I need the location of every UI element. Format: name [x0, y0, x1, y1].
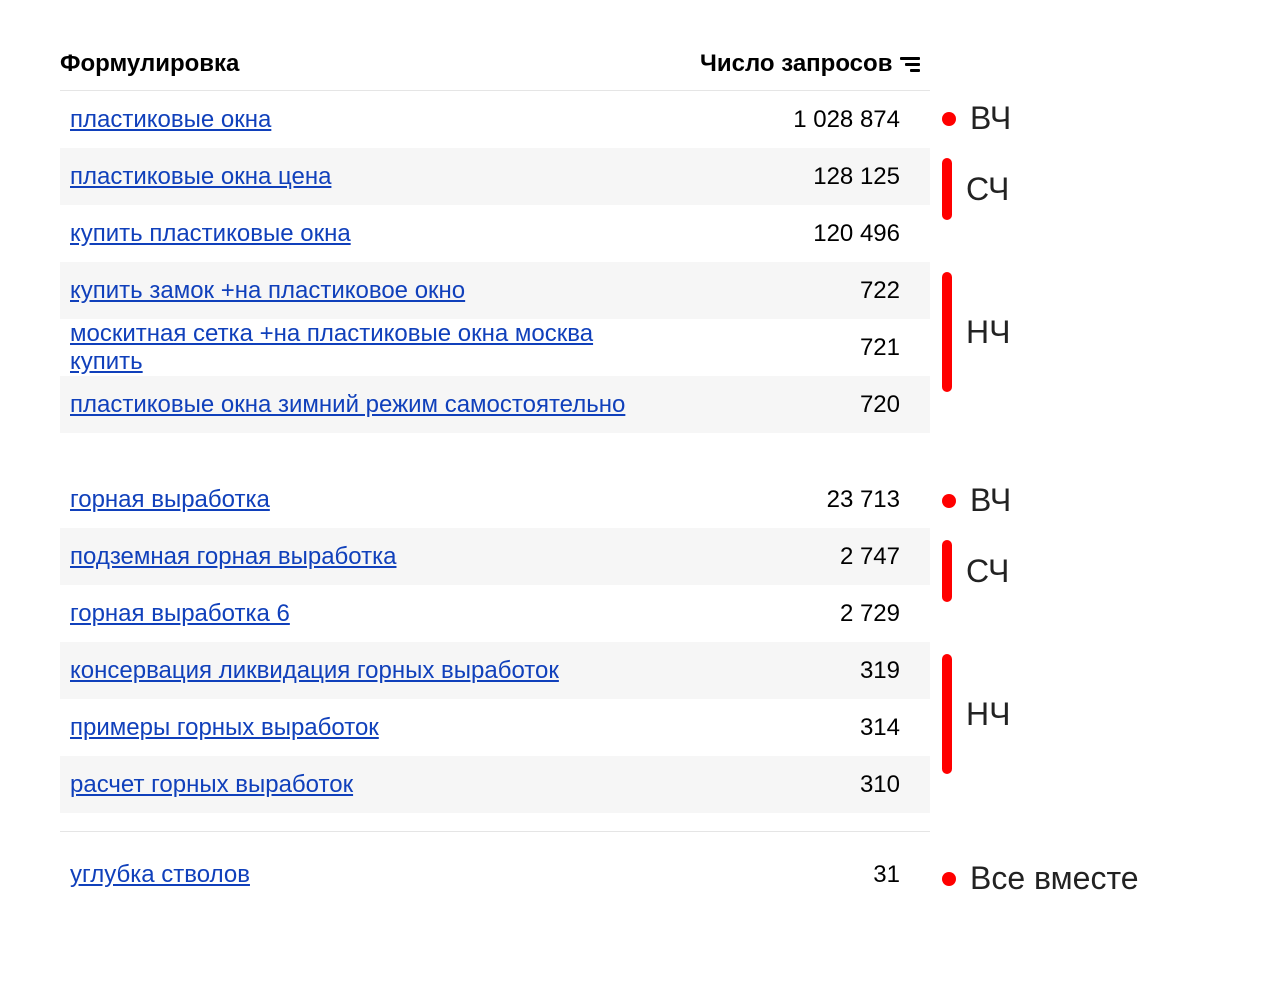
- query-link[interactable]: пластиковые окна: [70, 106, 271, 133]
- count-cell: 2 729: [670, 600, 930, 628]
- query-cell: расчет горных выработок: [60, 771, 670, 799]
- count-cell: 23 713: [670, 486, 930, 514]
- frequency-annotation: ВЧ: [942, 100, 1011, 137]
- count-cell: 319: [670, 657, 930, 685]
- count-cell: 314: [670, 714, 930, 742]
- query-link[interactable]: горная выработка: [70, 486, 270, 513]
- table-row: консервация ликвидация горных выработок 3…: [60, 642, 930, 699]
- frequency-annotation: Все вместе: [942, 860, 1139, 897]
- annotation-label: НЧ: [966, 696, 1010, 733]
- table-wrapper: Формулировка Число запросов пластиковые …: [60, 50, 1226, 903]
- query-cell: подземная горная выработка: [60, 543, 670, 571]
- query-cell: москитная сетка +на пластиковые окна мос…: [60, 320, 670, 376]
- table-row: горная выработка 6 2 729: [60, 585, 930, 642]
- table-body: пластиковые окна1 028 874пластиковые окн…: [60, 91, 930, 903]
- frequency-annotation: СЧ: [942, 158, 1009, 220]
- header-count[interactable]: Число запросов: [670, 50, 930, 78]
- count-cell: 120 496: [670, 220, 930, 248]
- count-cell: 310: [670, 771, 930, 799]
- table-row: пластиковые окна зимний режим самостояте…: [60, 376, 930, 433]
- query-link[interactable]: расчет горных выработок: [70, 771, 353, 798]
- annotation-label: Все вместе: [970, 860, 1139, 897]
- group-gap: [60, 433, 930, 471]
- frequency-annotation: СЧ: [942, 540, 1009, 602]
- query-cell: горная выработка: [60, 486, 670, 514]
- query-link[interactable]: пластиковые окна цена: [70, 163, 331, 190]
- table-row: подземная горная выработка 2 747: [60, 528, 930, 585]
- annotation-label: ВЧ: [970, 482, 1011, 519]
- count-cell: 2 747: [670, 543, 930, 571]
- annotation-label: НЧ: [966, 314, 1010, 351]
- table-row: примеры горных выработок 314: [60, 699, 930, 756]
- marker-bar-icon: [942, 272, 952, 392]
- query-link[interactable]: подземная горная выработка: [70, 543, 396, 570]
- query-cell: пластиковые окна цена: [60, 163, 670, 191]
- query-link[interactable]: углубка стволов: [70, 861, 250, 888]
- annotation-label: СЧ: [966, 171, 1009, 208]
- table-row: пластиковые окна 1 028 874: [60, 91, 930, 148]
- count-cell: 31: [670, 861, 930, 889]
- marker-dot-icon: [942, 112, 956, 126]
- annotation-label: СЧ: [966, 553, 1009, 590]
- query-link[interactable]: пластиковые окна зимний режим самостояте…: [70, 391, 625, 418]
- count-cell: 722: [670, 277, 930, 305]
- sort-desc-icon: [900, 57, 920, 72]
- query-link[interactable]: купить пластиковые окна: [70, 220, 351, 247]
- query-table: Формулировка Число запросов пластиковые …: [60, 50, 930, 903]
- query-link[interactable]: горная выработка 6: [70, 600, 290, 627]
- table-row: пластиковые окна цена 128 125: [60, 148, 930, 205]
- count-cell: 1 028 874: [670, 106, 930, 134]
- query-cell: пластиковые окна зимний режим самостояте…: [60, 391, 670, 419]
- count-cell: 720: [670, 391, 930, 419]
- query-link[interactable]: москитная сетка +на пластиковые окна мос…: [70, 320, 593, 375]
- query-link[interactable]: купить замок +на пластиковое окно: [70, 277, 465, 304]
- marker-bar-icon: [942, 158, 952, 220]
- table-row: купить замок +на пластиковое окно 722: [60, 262, 930, 319]
- query-cell: купить замок +на пластиковое окно: [60, 277, 670, 305]
- table-row: купить пластиковые окна 120 496: [60, 205, 930, 262]
- query-cell: углубка стволов: [60, 861, 670, 889]
- query-cell: пластиковые окна: [60, 106, 670, 134]
- count-cell: 128 125: [670, 163, 930, 191]
- table-row: расчет горных выработок 310: [60, 756, 930, 813]
- table-row: углубка стволов 31: [60, 846, 930, 903]
- frequency-annotation: НЧ: [942, 654, 1010, 774]
- header-count-label: Число запросов: [700, 50, 892, 78]
- section-divider: [60, 831, 930, 846]
- frequency-annotation: НЧ: [942, 272, 1010, 392]
- frequency-annotation: ВЧ: [942, 482, 1011, 519]
- query-cell: купить пластиковые окна: [60, 220, 670, 248]
- table-header: Формулировка Число запросов: [60, 50, 930, 91]
- table-row: горная выработка 23 713: [60, 471, 930, 528]
- header-query: Формулировка: [60, 50, 670, 78]
- query-link[interactable]: примеры горных выработок: [70, 714, 379, 741]
- marker-dot-icon: [942, 494, 956, 508]
- count-cell: 721: [670, 334, 930, 362]
- query-cell: консервация ликвидация горных выработок: [60, 657, 670, 685]
- query-link[interactable]: консервация ликвидация горных выработок: [70, 657, 559, 684]
- query-cell: примеры горных выработок: [60, 714, 670, 742]
- marker-bar-icon: [942, 540, 952, 602]
- query-cell: горная выработка 6: [60, 600, 670, 628]
- marker-dot-icon: [942, 872, 956, 886]
- marker-bar-icon: [942, 654, 952, 774]
- table-row: москитная сетка +на пластиковые окна мос…: [60, 319, 930, 376]
- annotation-label: ВЧ: [970, 100, 1011, 137]
